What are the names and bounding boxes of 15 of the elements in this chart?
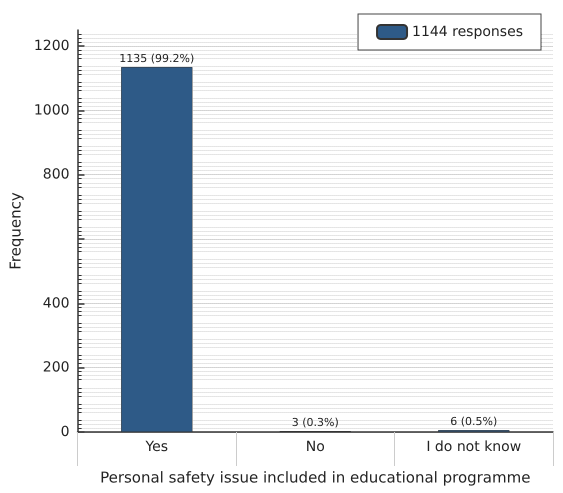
- y-tick-label: 1200: [34, 38, 70, 54]
- legend-label: 1144 responses: [412, 24, 524, 40]
- x-axis-title: Personal safety issue included in educational programme: [100, 468, 530, 486]
- y-tick-label: 400: [42, 295, 70, 312]
- x-tick-label: Yes: [144, 439, 168, 455]
- y-tick-label: 200: [42, 360, 70, 376]
- y-tick-label: 0: [60, 424, 70, 440]
- x-tick-label: No: [306, 439, 325, 455]
- x-tick-label: I do not know: [426, 439, 522, 455]
- y-tick-label: 800: [42, 166, 70, 183]
- y-axis-title: Frequency: [6, 192, 24, 270]
- data-label: 6 (0.5%): [450, 415, 498, 428]
- data-label: 1135 (99.2%): [119, 52, 194, 65]
- data-label: 3 (0.3%): [292, 416, 339, 430]
- y-tick-label: 1000: [34, 102, 70, 118]
